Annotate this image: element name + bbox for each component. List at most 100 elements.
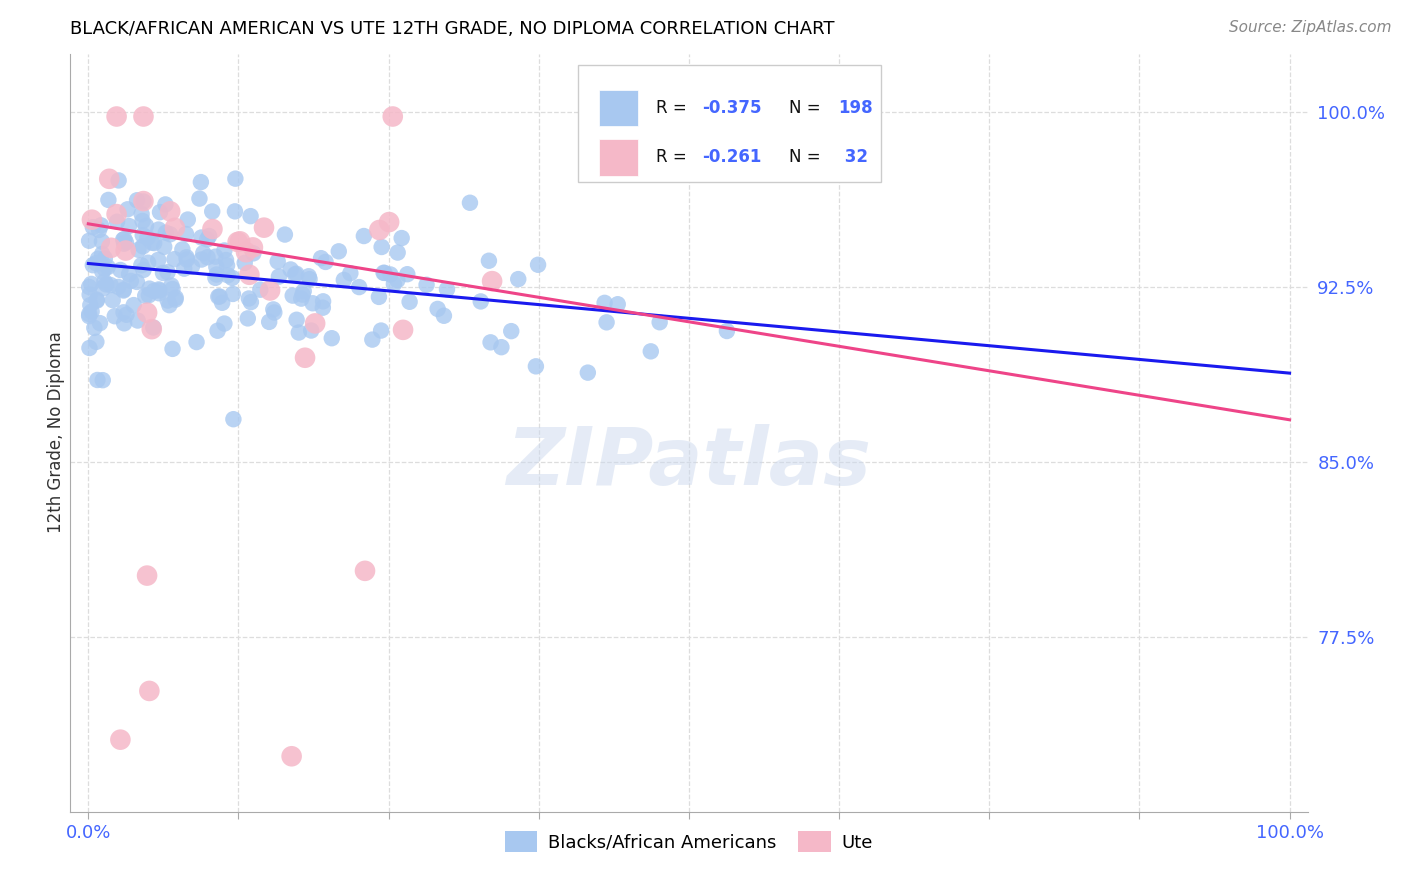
Point [217, 268, 239, 283]
Point [238, 268, 260, 282]
Point [426, 301, 449, 316]
Point [176, 252, 198, 267]
Point [198, 229, 221, 244]
Point [136, 256, 159, 270]
Point [79, 287, 101, 301]
Point [91, 281, 114, 295]
Point [298, 272, 321, 286]
Point [304, 317, 326, 331]
Point [195, 232, 218, 246]
Point [79, 341, 101, 355]
Point [120, 274, 142, 288]
Point [105, 207, 128, 221]
Text: 32: 32 [838, 148, 868, 167]
Point [114, 244, 136, 258]
Point [285, 312, 308, 326]
Point [135, 219, 157, 233]
Point [576, 366, 599, 380]
Point [214, 317, 236, 331]
Point [370, 240, 392, 254]
Text: R =: R = [655, 99, 692, 117]
Point [267, 269, 290, 284]
Point [188, 192, 211, 206]
Point [222, 287, 245, 301]
Point [110, 263, 132, 277]
Point [112, 283, 135, 297]
Point [281, 288, 304, 302]
Point [373, 266, 395, 280]
Point [299, 324, 322, 338]
Point [127, 313, 149, 327]
Point [77, 309, 100, 323]
Text: ZIPatlas: ZIPatlas [506, 424, 872, 502]
Point [221, 271, 243, 285]
Point [165, 291, 187, 305]
Point [90, 235, 112, 249]
Point [257, 315, 280, 329]
Point [222, 412, 245, 426]
Point [381, 110, 404, 124]
Point [165, 293, 187, 307]
Point [93, 275, 115, 289]
Point [100, 278, 122, 293]
Point [235, 245, 257, 260]
Point [141, 322, 163, 336]
Point [172, 243, 194, 257]
Point [112, 284, 135, 298]
Point [190, 230, 212, 244]
FancyBboxPatch shape [599, 139, 638, 176]
Point [177, 212, 200, 227]
Point [118, 219, 141, 233]
Point [236, 311, 259, 326]
Point [131, 214, 153, 228]
Point [214, 244, 236, 258]
Point [290, 292, 312, 306]
Point [595, 315, 617, 329]
Point [159, 227, 181, 242]
Point [112, 233, 135, 247]
Point [239, 295, 262, 310]
Point [112, 232, 135, 246]
Point [96, 277, 118, 292]
Point [94, 252, 117, 266]
Point [125, 194, 148, 208]
Point [215, 259, 238, 273]
Text: -0.261: -0.261 [703, 148, 762, 167]
Point [122, 298, 145, 312]
Point [285, 267, 308, 281]
Point [93, 261, 115, 276]
Point [353, 229, 375, 244]
Point [134, 289, 156, 303]
Point [148, 284, 170, 298]
Point [284, 268, 307, 282]
Point [294, 351, 316, 365]
Point [274, 227, 297, 242]
Point [527, 258, 550, 272]
Point [292, 284, 315, 298]
Point [481, 274, 503, 288]
Point [361, 333, 384, 347]
Text: R =: R = [655, 148, 692, 167]
Point [387, 273, 409, 287]
Point [201, 204, 224, 219]
Point [142, 284, 165, 298]
Point [593, 296, 616, 310]
Point [97, 260, 120, 274]
Point [91, 265, 114, 279]
Text: -0.375: -0.375 [703, 99, 762, 117]
Point [159, 204, 181, 219]
Point [157, 298, 180, 312]
Point [156, 265, 179, 279]
Point [101, 293, 124, 308]
Point [242, 246, 264, 260]
Point [312, 294, 335, 309]
Point [205, 260, 228, 274]
Point [132, 194, 155, 209]
Point [138, 288, 160, 302]
Point [368, 223, 391, 237]
Point [415, 277, 437, 292]
Point [288, 326, 311, 340]
Point [301, 296, 323, 310]
Point [132, 110, 155, 124]
Point [267, 254, 290, 268]
